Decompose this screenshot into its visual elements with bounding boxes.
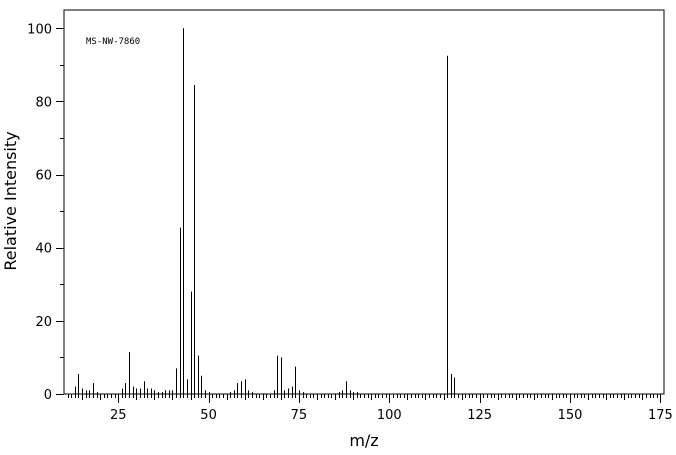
x-axis-ticks: 25 50 75 100 125 150 175 <box>68 394 673 423</box>
y-tick-label: 100 <box>27 22 52 37</box>
x-tick-label: 150 <box>558 408 583 423</box>
x-tick-label: 25 <box>110 408 127 423</box>
y-axis-label: Relative Intensity <box>1 131 20 270</box>
y-tick-label: 80 <box>35 95 52 110</box>
x-tick-label: 125 <box>467 408 492 423</box>
y-tick-label: 20 <box>35 315 52 330</box>
x-tick-label: 75 <box>291 408 308 423</box>
x-axis-label: m/z <box>349 431 378 450</box>
spectrum-id-annotation: MS-NW-7860 <box>86 37 140 47</box>
y-tick-label: 60 <box>35 169 52 184</box>
plot-frame <box>63 9 665 395</box>
x-tick-label: 100 <box>377 408 402 423</box>
y-tick-label: 0 <box>44 388 52 403</box>
peak-bars <box>75 28 455 394</box>
y-axis-ticks: 0 20 40 60 80 100 <box>27 22 64 403</box>
x-tick-label: 50 <box>200 408 217 423</box>
x-tick-label: 175 <box>648 408 673 423</box>
y-tick-label: 40 <box>35 242 52 257</box>
